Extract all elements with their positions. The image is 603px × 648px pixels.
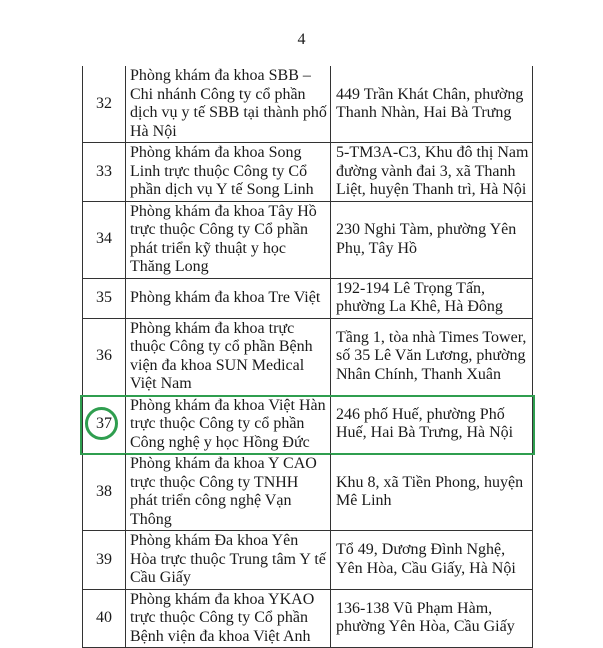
clinic-name: Phòng khám đa khoa Tây Hồ trực thuộc Côn…: [130, 203, 327, 277]
clinic-address: 5-TM3A-C3, Khu đô thị Nam đường vành đai…: [336, 144, 529, 200]
clinic-name: Phòng khám đa khoa SBB – Chi nhánh Công …: [130, 67, 327, 141]
table-row-highlighted: 37 Phòng khám đa khoa Việt Hàn trực thuộ…: [83, 396, 532, 455]
clinic-name: Phòng khám đa khoa Song Linh trực thuộc …: [130, 144, 327, 200]
table-row: 33 Phòng khám đa khoa Song Linh trực thu…: [83, 143, 532, 202]
clinic-address: 230 Nghi Tàm, phường Yên Phụ, Tây Hồ: [336, 221, 529, 258]
row-number: 40: [96, 609, 112, 628]
row-number: 32: [96, 95, 112, 114]
clinic-address: Tổ 49, Dương Đình Nghệ, Yên Hòa, Cầu Giấ…: [336, 541, 529, 578]
clinic-name: Phòng khám đa khoa Việt Hàn trực thuộc C…: [130, 397, 327, 453]
clinic-address: Tầng 1, tòa nhà Times Tower, số 35 Lê Vă…: [336, 329, 529, 385]
clinic-address: 246 phố Huế, phường Phố Huế, Hai Bà Trưn…: [336, 406, 529, 443]
table-row: 32 Phòng khám đa khoa SBB – Chi nhánh Cô…: [83, 66, 532, 143]
row-number: 34: [96, 230, 112, 249]
row-number: 39: [96, 551, 112, 570]
clinic-address: 192-194 Lê Trọng Tấn, phường La Khê, Hà …: [336, 280, 529, 317]
row-number: 38: [96, 483, 112, 502]
row-number: 33: [96, 163, 112, 182]
clinic-table: 32 Phòng khám đa khoa SBB – Chi nhánh Cô…: [82, 66, 533, 648]
clinic-name: Phòng khám đa khoa trực thuộc Công ty cổ…: [130, 320, 327, 394]
row-number: 36: [96, 347, 112, 366]
table-row: 38 Phòng khám đa khoa Y CAO trực thuộc C…: [83, 454, 532, 531]
table-row: 36 Phòng khám đa khoa trực thuộc Công ty…: [83, 319, 532, 396]
clinic-name: Phòng khám Đa khoa Yên Hòa trực thuộc Tr…: [130, 532, 327, 588]
clinic-name: Phòng khám đa khoa Tre Việt: [130, 289, 320, 308]
clinic-address: Khu 8, xã Tiền Phong, huyện Mê Linh: [336, 474, 529, 511]
table-row: 34 Phòng khám đa khoa Tây Hồ trực thuộc …: [83, 202, 532, 279]
clinic-address: 449 Trần Khát Chân, phường Thanh Nhàn, H…: [336, 86, 529, 123]
clinic-name: Phòng khám đa khoa Y CAO trực thuộc Công…: [130, 455, 327, 529]
row-number: 37: [96, 415, 112, 434]
clinic-name: Phòng khám đa khoa YKAO trực thuộc Công …: [130, 591, 327, 647]
table-row: 39 Phòng khám Đa khoa Yên Hòa trực thuộc…: [83, 531, 532, 590]
page-number: 4: [0, 31, 603, 49]
table-row: 40 Phòng khám đa khoa YKAO trực thuộc Cô…: [83, 590, 532, 648]
table-row: 35 Phòng khám đa khoa Tre Việt 192-194 L…: [83, 279, 532, 319]
row-number: 35: [96, 289, 112, 308]
clinic-address: 136-138 Vũ Phạm Hàm, phường Yên Hòa, Cầu…: [336, 600, 529, 637]
